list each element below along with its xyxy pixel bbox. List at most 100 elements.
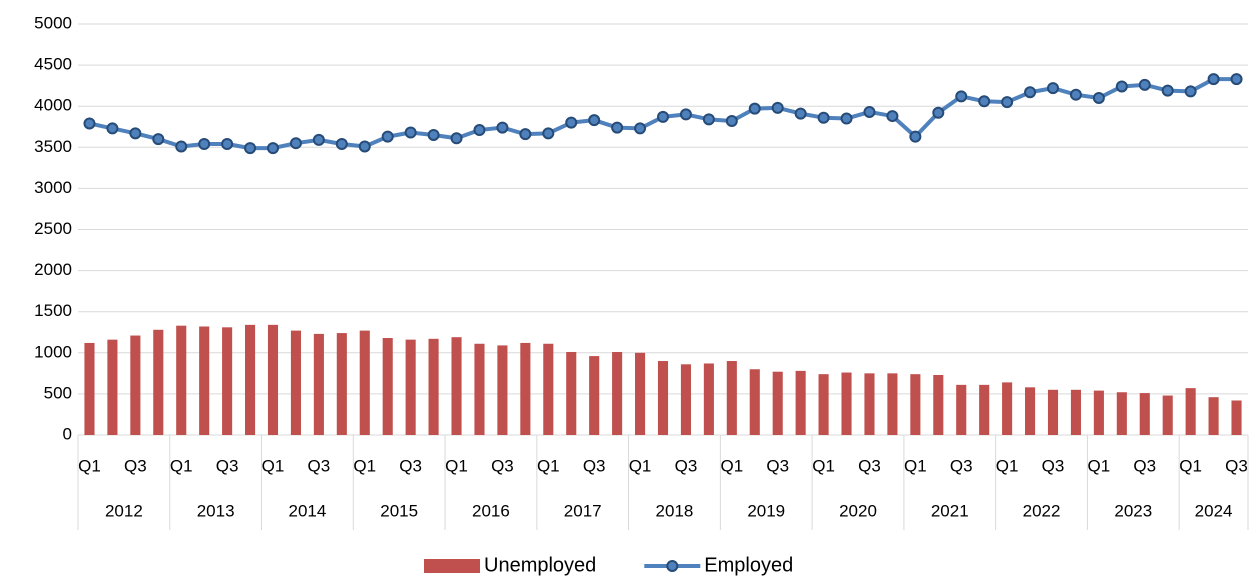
marker	[1115, 80, 1128, 93]
marker	[1138, 78, 1151, 91]
bar	[1025, 387, 1036, 435]
marker	[679, 108, 692, 121]
x-tick-label: Q3	[124, 456, 147, 475]
bar	[1139, 393, 1150, 435]
marker	[358, 140, 371, 153]
x-tick-label: Q1	[629, 456, 652, 475]
bar	[749, 369, 760, 435]
x-group-label: 2016	[472, 501, 510, 520]
bar	[107, 339, 118, 435]
marker	[106, 122, 119, 135]
marker	[519, 128, 532, 141]
marker	[863, 105, 876, 118]
y-tick-label: 3000	[34, 178, 72, 197]
marker	[886, 110, 899, 123]
bar	[520, 342, 531, 435]
bar	[818, 374, 829, 435]
marker	[152, 133, 165, 146]
x-tick-label: Q1	[996, 456, 1019, 475]
marker	[335, 138, 348, 151]
bar	[474, 343, 485, 435]
x-tick-label: Q1	[1088, 456, 1111, 475]
marker	[634, 122, 647, 135]
bar	[267, 324, 279, 435]
marker	[198, 138, 211, 151]
y-tick-label: 500	[44, 383, 72, 402]
bar	[1162, 395, 1173, 435]
bar	[933, 374, 944, 435]
marker	[404, 126, 417, 139]
bar	[382, 338, 393, 435]
marker	[1069, 88, 1082, 101]
marker	[657, 110, 669, 123]
marker	[83, 117, 96, 130]
x-group-label: 2017	[564, 501, 602, 520]
x-tick-label: Q3	[858, 456, 881, 475]
bar	[979, 384, 990, 435]
marker	[289, 137, 302, 150]
x-tick-label: Q3	[1042, 456, 1065, 475]
bar	[680, 364, 691, 435]
marker	[978, 95, 991, 108]
marker	[496, 121, 509, 134]
bar	[910, 374, 921, 435]
marker	[221, 138, 234, 151]
bar	[84, 342, 95, 435]
x-tick-label: Q1	[445, 456, 468, 475]
x-group-label: 2024	[1195, 501, 1233, 520]
x-tick-label: Q1	[812, 456, 835, 475]
bar	[153, 329, 164, 435]
bar	[795, 370, 806, 435]
bar	[887, 373, 898, 435]
x-tick-label: Q1	[262, 456, 285, 475]
x-tick-label: Q3	[1225, 456, 1248, 475]
marker	[450, 132, 463, 145]
bar	[864, 373, 875, 435]
legend-swatch	[424, 559, 480, 573]
x-tick-label: Q1	[537, 456, 560, 475]
y-tick-label: 1000	[34, 342, 72, 361]
marker	[909, 130, 922, 143]
bar	[199, 326, 210, 435]
marker	[244, 142, 257, 155]
x-tick-label: Q3	[308, 456, 331, 475]
x-tick-label: Q3	[675, 456, 698, 475]
bar	[1002, 382, 1013, 435]
bar	[1047, 389, 1059, 435]
bar	[336, 333, 347, 435]
bar	[1116, 392, 1127, 435]
marker	[1047, 82, 1059, 95]
legend-label: Unemployed	[484, 554, 596, 576]
x-tick-label: Q1	[353, 456, 376, 475]
bar	[657, 361, 669, 435]
bar	[703, 363, 714, 435]
x-tick-label: Q1	[720, 456, 743, 475]
marker	[611, 121, 624, 134]
bar	[405, 339, 416, 435]
bar	[956, 384, 967, 435]
marker	[542, 127, 555, 140]
bar	[359, 330, 370, 435]
legend-marker	[666, 560, 679, 572]
marker	[1184, 85, 1197, 98]
marker	[702, 113, 715, 126]
x-group-label: 2022	[1023, 501, 1061, 520]
marker	[1161, 84, 1174, 97]
marker	[748, 102, 761, 115]
marker	[794, 107, 807, 120]
marker	[1092, 91, 1105, 104]
marker	[771, 101, 784, 114]
bar	[245, 324, 256, 435]
bar	[1093, 390, 1104, 435]
bar	[612, 351, 623, 435]
x-tick-label: Q3	[1133, 456, 1156, 475]
marker	[817, 111, 830, 124]
marker	[381, 130, 394, 143]
y-tick-label: 5000	[34, 13, 72, 32]
x-tick-label: Q3	[491, 456, 514, 475]
marker	[312, 133, 325, 146]
bar	[1208, 397, 1219, 435]
bar	[451, 337, 462, 435]
marker	[932, 106, 945, 119]
